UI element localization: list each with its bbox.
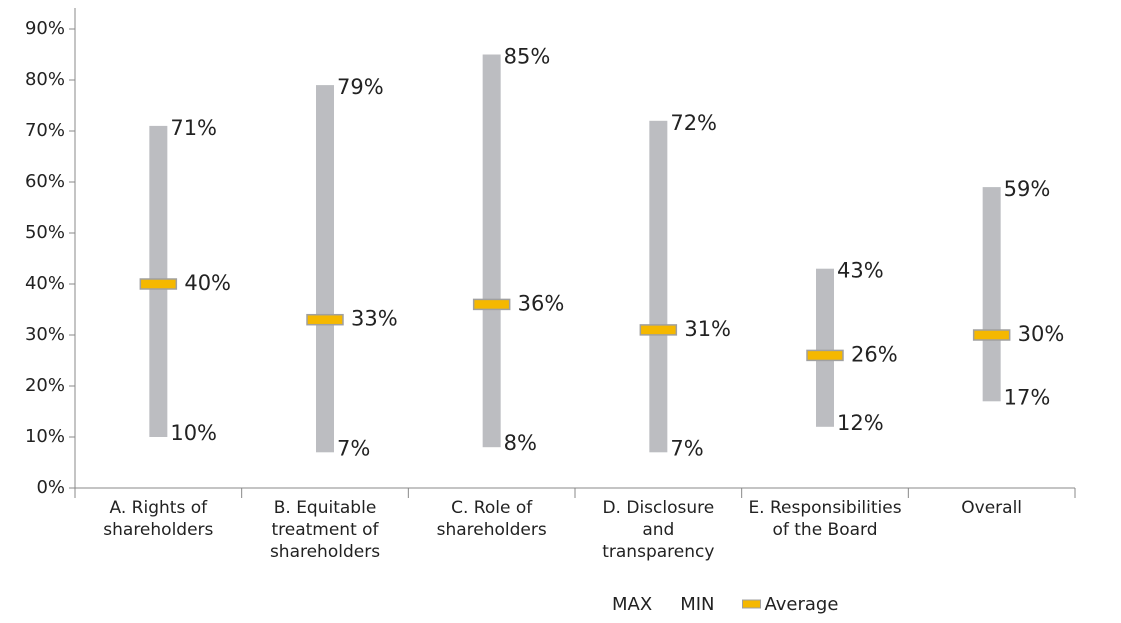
legend-swatch — [742, 599, 761, 609]
average-marker — [472, 298, 511, 311]
average-label: 30% — [1018, 322, 1065, 346]
average-label: 36% — [518, 291, 565, 315]
average-marker — [139, 278, 178, 290]
x-tick-label: A. Rights of shareholders — [103, 498, 213, 540]
x-tick-label-line: B. Equitable — [274, 498, 377, 518]
average-marker — [639, 324, 678, 336]
x-tick-label: B. Equitable treatment of shareholders — [270, 498, 380, 562]
x-tick-label-line: shareholders — [103, 520, 213, 540]
legend-label: MIN — [680, 594, 714, 615]
y-tick-label: 10% — [25, 426, 65, 447]
max-label: 85% — [504, 45, 551, 69]
x-tick-label: Overall — [961, 498, 1022, 518]
range-bar — [816, 268, 834, 427]
x-tick-label-line: and — [642, 520, 674, 540]
average-label: 31% — [684, 317, 731, 341]
y-tick-label: 80% — [25, 69, 65, 90]
range-bar — [316, 85, 334, 453]
y-tick-label: 0% — [36, 477, 65, 498]
x-tick-label-line: of the Board — [772, 520, 877, 540]
y-tick-label: 30% — [25, 324, 65, 345]
x-tick-label-line: A. Rights of — [110, 498, 209, 518]
x-tick-label-line: E. Responsibilities — [748, 498, 901, 518]
x-tick-label-line: Overall — [961, 498, 1022, 518]
x-tick-label-line: treatment of — [271, 520, 379, 540]
max-label: 43% — [837, 259, 884, 283]
y-tick-label: 90% — [25, 18, 65, 39]
max-label: 72% — [670, 111, 717, 135]
range-bar — [982, 187, 1001, 402]
max-label: 71% — [170, 116, 217, 140]
min-label: 7% — [337, 436, 370, 460]
y-tick-label: 60% — [25, 171, 65, 192]
min-label: 8% — [504, 431, 537, 455]
x-tick-label-line: C. Role of — [451, 498, 533, 518]
average-label: 40% — [184, 271, 231, 295]
x-tick-label-line: shareholders — [437, 520, 547, 540]
range-bar — [482, 54, 501, 448]
average-label: 33% — [351, 307, 398, 331]
y-tick-label: 20% — [25, 375, 65, 396]
x-tick-label: D. Disclosure and transparency — [602, 498, 714, 562]
x-tick-label: E. Responsibilities of the Board — [748, 498, 901, 540]
y-tick-label: 70% — [25, 120, 65, 141]
y-tick-label: 40% — [25, 273, 65, 294]
max-label: 79% — [337, 75, 384, 99]
average-marker — [306, 313, 344, 326]
x-tick-label-line: D. Disclosure — [602, 498, 714, 518]
min-label: 10% — [170, 421, 217, 445]
average-marker — [806, 349, 844, 362]
legend-label: MAX — [612, 594, 652, 615]
min-label: 7% — [670, 436, 703, 460]
average-marker — [972, 329, 1011, 341]
range-bar — [649, 120, 668, 453]
legend-label: Average — [765, 594, 839, 615]
min-label: 12% — [837, 411, 884, 435]
y-tick-label: 50% — [25, 222, 65, 243]
x-tick-label-line: transparency — [602, 542, 714, 562]
average-label: 26% — [851, 342, 898, 366]
x-tick-label-line: shareholders — [270, 542, 380, 562]
min-label: 17% — [1004, 385, 1051, 409]
x-tick-label: C. Role of shareholders — [437, 498, 547, 540]
max-label: 59% — [1004, 177, 1051, 201]
